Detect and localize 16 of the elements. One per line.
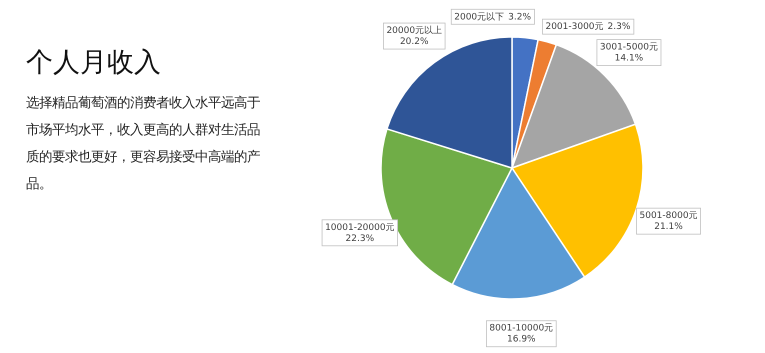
slice-label: 10001-20000元 — [325, 222, 395, 233]
data-label: 20.2% — [400, 37, 430, 48]
slice-label: 2001-3000元 — [545, 21, 604, 32]
data-label: 21.1% — [654, 222, 684, 232]
slice-label: 8001-10000元 — [489, 322, 554, 334]
slice-label: 5001-8000元 — [640, 210, 698, 222]
data-label: 22.3% — [346, 234, 375, 244]
slice-label: 3001-5000元 — [600, 42, 658, 53]
text: 个人月收入 — [26, 46, 161, 80]
data-label: 3.2% — [508, 12, 532, 22]
slice-label: 2000元以下 — [454, 11, 504, 22]
data-label: 2.3% — [608, 22, 631, 32]
text: 选择精品葡萄酒的消费者收入水平远高于市场平均水平，收入更高的人群对生活品质的要求也更好，更容易接受中高端的产品。 — [26, 94, 261, 194]
data-label: 14.1% — [614, 54, 644, 64]
slice-label: 20000元以上 — [386, 25, 442, 36]
data-label: 16.9% — [507, 334, 536, 345]
